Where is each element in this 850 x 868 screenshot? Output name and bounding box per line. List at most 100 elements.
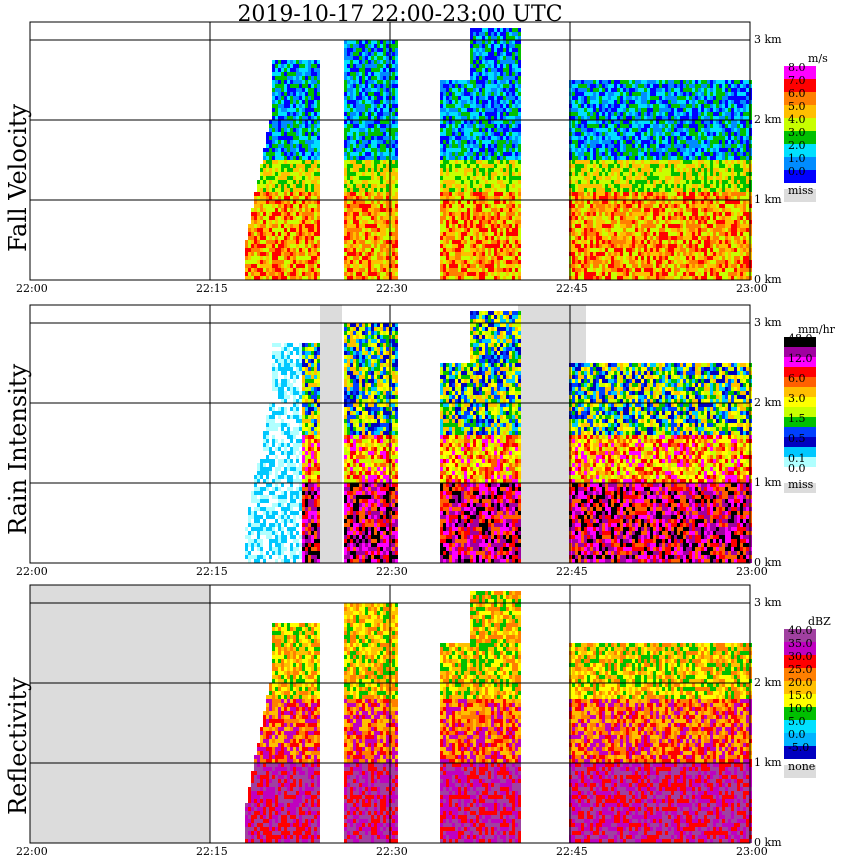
heatmap-cell: [623, 260, 626, 264]
heatmap-cell: [578, 244, 581, 248]
heatmap-cell: [608, 256, 611, 260]
heatmap-cell: [440, 80, 443, 84]
heatmap-cell: [245, 264, 248, 268]
heatmap-cell: [590, 260, 593, 264]
heatmap-cell: [374, 40, 377, 44]
heatmap-cell: [284, 92, 287, 96]
heatmap-cell: [251, 220, 254, 224]
heatmap-cell: [590, 100, 593, 104]
heatmap-cell: [371, 264, 374, 268]
heatmap-cell: [503, 92, 506, 96]
heatmap-cell: [617, 108, 620, 112]
heatmap-cell: [617, 272, 620, 276]
heatmap-cell: [608, 152, 611, 156]
heatmap-cell: [494, 104, 497, 108]
heatmap-cell: [380, 220, 383, 224]
heatmap-cell: [290, 176, 293, 180]
heatmap-cell: [350, 268, 353, 272]
heatmap-cell: [452, 92, 455, 96]
heatmap-cell: [347, 196, 350, 200]
heatmap-cell: [593, 96, 596, 100]
heatmap-cell: [608, 144, 611, 148]
heatmap-cell: [584, 252, 587, 256]
heatmap-cell: [272, 168, 275, 172]
heatmap-cell: [620, 244, 623, 248]
heatmap-cell: [611, 104, 614, 108]
heatmap-cell: [464, 104, 467, 108]
heatmap-cell: [572, 204, 575, 208]
heatmap-cell: [614, 124, 617, 128]
heatmap-cell: [632, 132, 635, 136]
heatmap-cell: [347, 276, 350, 280]
heatmap-cell: [293, 88, 296, 92]
heatmap-cell: [482, 196, 485, 200]
heatmap-cell: [500, 188, 503, 192]
heatmap-cell: [506, 48, 509, 52]
heatmap-cell: [491, 196, 494, 200]
heatmap-cell: [314, 164, 317, 168]
heatmap-cell: [638, 160, 641, 164]
heatmap-cell: [461, 200, 464, 204]
heatmap-cell: [350, 44, 353, 48]
heatmap-cell: [305, 232, 308, 236]
heatmap-cell: [488, 116, 491, 120]
heatmap-cell: [569, 84, 572, 88]
heatmap-cell: [356, 64, 359, 68]
heatmap-cell: [299, 276, 302, 280]
heatmap-cell: [395, 264, 398, 268]
heatmap-cell: [491, 32, 494, 36]
heatmap-cell: [641, 228, 644, 232]
heatmap-cell: [302, 276, 305, 280]
heatmap-cell: [299, 188, 302, 192]
heatmap-cell: [503, 120, 506, 124]
heatmap-cell: [389, 260, 392, 264]
heatmap-cell: [578, 88, 581, 92]
heatmap-cell: [302, 164, 305, 168]
heatmap-cell: [581, 196, 584, 200]
heatmap-cell: [464, 116, 467, 120]
heatmap-cell: [449, 96, 452, 100]
heatmap-cell: [617, 112, 620, 116]
heatmap-cell: [635, 156, 638, 160]
heatmap-cell: [596, 260, 599, 264]
heatmap-cell: [515, 236, 518, 240]
heatmap-cell: [293, 276, 296, 280]
heatmap-cell: [596, 268, 599, 272]
heatmap-cell: [482, 144, 485, 148]
heatmap-cell: [608, 108, 611, 112]
heatmap-cell: [443, 264, 446, 268]
heatmap-cell: [452, 252, 455, 256]
heatmap-cell: [449, 264, 452, 268]
heatmap-cell: [362, 72, 365, 76]
heatmap-cell: [446, 268, 449, 272]
heatmap-cell: [500, 180, 503, 184]
heatmap-cell: [488, 144, 491, 148]
heatmap-cell: [491, 180, 494, 184]
heatmap-cell: [257, 196, 260, 200]
heatmap-cell: [569, 276, 572, 280]
heatmap-cell: [293, 76, 296, 80]
heatmap-cell: [290, 136, 293, 140]
heatmap-cell: [518, 104, 521, 108]
heatmap-cell: [482, 100, 485, 104]
heatmap-cell: [515, 120, 518, 124]
heatmap-cell: [605, 252, 608, 256]
heatmap-cell: [251, 256, 254, 260]
heatmap-cell: [389, 96, 392, 100]
heatmap-cell: [593, 84, 596, 88]
heatmap-cell: [359, 52, 362, 56]
heatmap-cell: [506, 272, 509, 276]
heatmap-cell: [392, 160, 395, 164]
heatmap-cell: [443, 88, 446, 92]
heatmap-cell: [641, 204, 644, 208]
heatmap-cell: [257, 224, 260, 228]
heatmap-cell: [578, 144, 581, 148]
heatmap-cell: [590, 220, 593, 224]
heatmap-cell: [458, 128, 461, 132]
heatmap-cell: [575, 100, 578, 104]
heatmap-cell: [266, 136, 269, 140]
heatmap-cell: [500, 192, 503, 196]
heatmap-cell: [593, 104, 596, 108]
heatmap-cell: [491, 252, 494, 256]
heatmap-cell: [488, 184, 491, 188]
